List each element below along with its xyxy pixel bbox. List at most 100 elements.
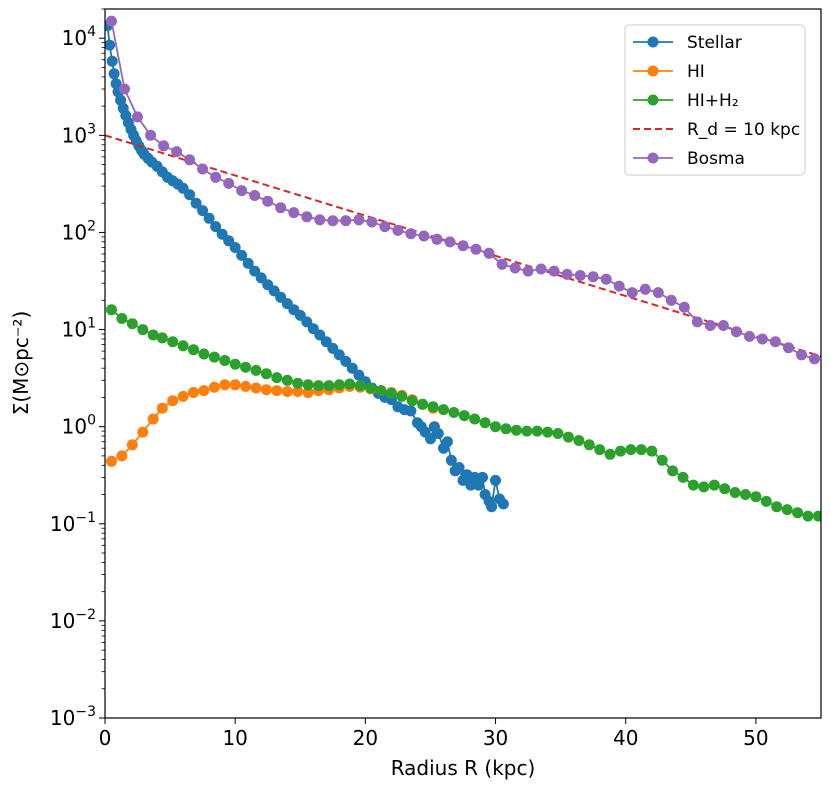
legend-label: HI <box>687 62 705 82</box>
data-point <box>106 304 117 316</box>
legend: Stellar HI HI+H₂ R_d = 10 kpc Bosma <box>624 24 806 176</box>
x-tick-label: 40 <box>613 726 638 750</box>
data-point <box>477 471 488 483</box>
data-point <box>333 379 345 391</box>
series-bosma <box>106 15 820 365</box>
legend-marker <box>647 94 659 106</box>
data-point <box>210 221 222 233</box>
data-point <box>396 390 408 402</box>
series-stellar <box>105 20 509 513</box>
data-point <box>197 163 209 175</box>
data-point <box>812 510 821 522</box>
data-point <box>615 445 626 457</box>
data-point <box>110 78 122 90</box>
data-point <box>639 283 651 295</box>
data-point <box>604 448 616 460</box>
data-point <box>708 479 720 491</box>
data-point <box>552 428 564 439</box>
series-layer <box>105 15 821 522</box>
data-point <box>223 177 235 189</box>
data-point <box>704 320 716 331</box>
legend-entry: HI+H₂ <box>633 91 739 111</box>
data-point <box>108 68 120 80</box>
y-tick-label: 103 <box>62 121 96 147</box>
y-tick-label: 10−3 <box>50 704 96 730</box>
data-point <box>353 214 365 226</box>
data-point <box>203 212 215 224</box>
data-point <box>483 247 495 259</box>
data-point <box>210 171 222 183</box>
data-point <box>219 379 231 391</box>
data-point <box>198 348 210 360</box>
data-point <box>375 385 387 397</box>
data-point <box>340 215 352 227</box>
y-tick-label: 102 <box>62 218 96 244</box>
data-point <box>756 333 768 345</box>
legend-box <box>624 24 806 176</box>
data-point <box>354 380 366 392</box>
data-point <box>126 318 138 330</box>
data-point <box>105 39 116 51</box>
data-point <box>626 287 638 299</box>
data-point <box>425 433 436 445</box>
data-point <box>405 405 417 417</box>
data-point <box>522 265 534 277</box>
legend-label: Bosma <box>687 149 745 169</box>
data-point <box>796 349 807 361</box>
data-point <box>119 83 130 95</box>
data-point <box>418 230 430 242</box>
data-point <box>625 444 637 456</box>
data-point <box>497 498 509 510</box>
data-point <box>717 320 729 331</box>
data-point <box>490 474 501 486</box>
data-point <box>496 258 508 270</box>
data-point <box>229 242 241 253</box>
data-point <box>691 316 703 328</box>
data-point <box>147 329 159 341</box>
data-point <box>271 372 283 384</box>
data-point <box>385 387 397 399</box>
data-point <box>698 481 710 493</box>
data-point <box>137 426 149 438</box>
data-point <box>281 374 293 386</box>
data-point <box>453 462 465 473</box>
data-point <box>116 450 128 462</box>
data-point <box>236 249 248 261</box>
legend-marker <box>647 65 659 77</box>
data-point <box>132 111 143 123</box>
data-point <box>509 262 521 274</box>
data-point <box>600 273 612 285</box>
data-point <box>652 287 664 299</box>
data-point <box>156 402 168 414</box>
data-point <box>667 465 679 477</box>
data-point <box>177 390 189 402</box>
x-tick-label: 30 <box>483 726 508 750</box>
data-point <box>145 129 157 141</box>
data-point <box>250 364 262 376</box>
data-point <box>548 265 560 277</box>
data-point <box>457 240 469 252</box>
data-point <box>302 379 314 391</box>
legend-entry: Stellar <box>633 33 742 53</box>
data-point <box>809 353 820 365</box>
data-point <box>156 332 168 344</box>
data-point <box>197 205 209 217</box>
data-point <box>405 228 417 240</box>
data-point <box>271 385 283 397</box>
data-point <box>275 202 287 214</box>
data-point <box>561 268 573 280</box>
y-tick-label: 10−1 <box>50 510 96 536</box>
data-point <box>177 340 189 352</box>
data-point <box>340 355 352 367</box>
data-point <box>656 454 668 466</box>
data-point <box>470 243 482 255</box>
data-point <box>719 483 731 495</box>
data-point <box>314 214 326 226</box>
data-point <box>760 495 772 507</box>
y-axis-label: Σ(M⊙pc⁻²) <box>9 311 33 416</box>
data-point <box>479 417 491 429</box>
plot-frame <box>104 8 822 719</box>
data-point <box>366 216 378 228</box>
data-point <box>281 386 293 397</box>
